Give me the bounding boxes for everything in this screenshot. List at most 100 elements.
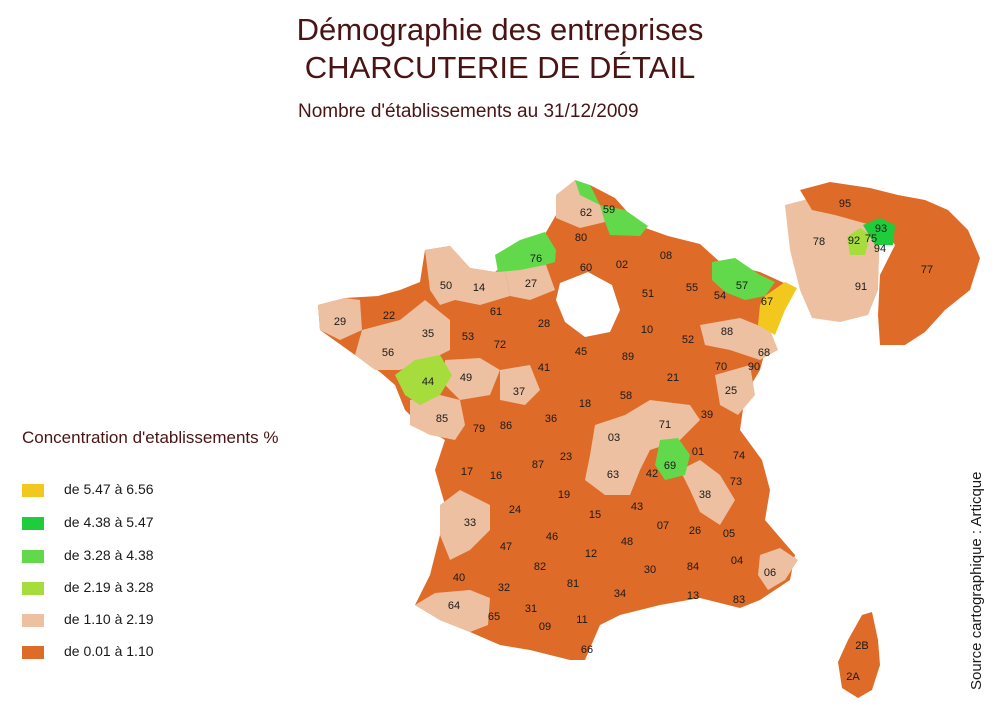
department-label-65: 65 (488, 611, 500, 623)
department-label-18: 18 (579, 398, 591, 410)
dep-64-area (415, 590, 490, 632)
dep-north-strip-area (505, 262, 555, 300)
department-label-60: 60 (580, 262, 592, 274)
department-label-50: 50 (440, 280, 452, 292)
france-base (318, 185, 795, 660)
department-label-72: 72 (494, 339, 506, 351)
department-label-78: 78 (813, 236, 825, 248)
department-label-55: 55 (686, 282, 698, 294)
department-label-15: 15 (589, 509, 601, 521)
legend-swatch (22, 517, 44, 530)
department-label-61: 61 (490, 306, 502, 318)
department-label-09: 09 (539, 621, 551, 633)
department-label-89: 89 (622, 351, 634, 363)
dep-69-area (655, 438, 690, 480)
dep-38-area (680, 460, 735, 525)
department-label-19: 19 (558, 489, 570, 501)
inset-93-area (863, 218, 895, 245)
department-label-04: 04 (731, 555, 743, 567)
department-label-30: 30 (644, 564, 656, 576)
department-label-40: 40 (453, 572, 465, 584)
dep-35-56-area (355, 300, 450, 370)
department-label-41: 41 (538, 362, 550, 374)
department-label-87: 87 (532, 459, 544, 471)
map-subtitle: Nombre d'établissements au 31/12/2009 (298, 101, 639, 122)
legend-swatch (22, 646, 44, 659)
dep-57-area (712, 258, 775, 300)
department-label-59: 59 (603, 204, 615, 216)
department-label-69: 69 (664, 460, 676, 472)
paris-hole (556, 272, 620, 337)
dep-67-area (758, 282, 797, 335)
department-label-93: 93 (875, 223, 887, 235)
map-title-line1: Démographie des entreprises (296, 12, 704, 47)
department-label-31: 31 (525, 603, 537, 615)
department-label-49: 49 (460, 372, 472, 384)
legend-title: Concentration d'etablissements % (22, 428, 279, 447)
department-label-76: 76 (530, 253, 542, 265)
department-label-24: 24 (509, 504, 521, 516)
department-label-45: 45 (575, 346, 587, 358)
department-label-88: 88 (721, 326, 733, 338)
department-label-42: 42 (646, 468, 658, 480)
department-label-35: 35 (422, 328, 434, 340)
department-label-48: 48 (621, 536, 633, 548)
department-label-27: 27 (525, 278, 537, 290)
department-label-11: 11 (576, 614, 587, 626)
department-label-83: 83 (733, 594, 745, 606)
dep-44-area (395, 355, 452, 405)
department-label-22: 22 (383, 310, 395, 322)
department-label-67: 67 (761, 296, 773, 308)
department-label-91: 91 (855, 281, 867, 293)
department-label-36: 36 (545, 413, 557, 425)
department-label-43: 43 (631, 501, 643, 513)
department-label-85: 85 (436, 413, 448, 425)
legend-label: de 0.01 à 1.10 (64, 643, 154, 659)
department-label-06: 06 (764, 567, 776, 579)
department-label-77: 77 (921, 264, 933, 276)
dep-76-area (495, 232, 556, 272)
legend-label: de 1.10 à 2.19 (64, 611, 154, 627)
department-label-82: 82 (534, 561, 546, 573)
legend-label: de 5.47 à 6.56 (64, 481, 154, 497)
dep-88-68-area (700, 318, 778, 360)
department-label-51: 51 (642, 288, 654, 300)
department-label-47: 47 (500, 541, 512, 553)
department-label-53: 53 (462, 331, 474, 343)
department-label-52: 52 (682, 334, 694, 346)
department-label-33: 33 (464, 517, 476, 529)
department-label-95: 95 (839, 198, 851, 210)
department-label-34: 34 (614, 588, 626, 600)
department-label-26: 26 (689, 525, 701, 537)
department-label-39: 39 (701, 409, 713, 421)
dep-06-area (758, 548, 798, 590)
legend-label: de 3.28 à 4.38 (64, 547, 154, 563)
department-label-03: 03 (608, 432, 620, 444)
department-label-58: 58 (620, 390, 632, 402)
dep-25-area (715, 365, 755, 415)
department-label-71: 71 (659, 419, 671, 431)
department-label-92: 92 (848, 235, 860, 247)
department-label-80: 80 (575, 232, 587, 244)
department-label-10: 10 (641, 324, 653, 336)
legend-label: de 2.19 à 3.28 (64, 579, 154, 595)
department-label-44: 44 (422, 376, 434, 388)
inset-92-75-area (847, 228, 870, 255)
department-label-16: 16 (490, 470, 502, 482)
dep-37-area (500, 365, 540, 405)
department-label-75: 75 (865, 233, 877, 245)
department-label-28: 28 (538, 318, 550, 330)
department-label-70: 70 (715, 361, 727, 373)
department-label-56: 56 (382, 347, 394, 359)
department-label-66: 66 (581, 644, 593, 656)
dep-59-area (575, 180, 648, 236)
department-label-12: 12 (585, 548, 597, 560)
department-label-05: 05 (723, 528, 735, 540)
department-label-07: 07 (657, 520, 669, 532)
dep-50-14-area (425, 246, 510, 305)
legend-swatch (22, 484, 44, 497)
department-label-46: 46 (546, 531, 558, 543)
department-label-84: 84 (687, 561, 699, 573)
department-label-68: 68 (758, 347, 770, 359)
department-label-63: 63 (607, 469, 619, 481)
